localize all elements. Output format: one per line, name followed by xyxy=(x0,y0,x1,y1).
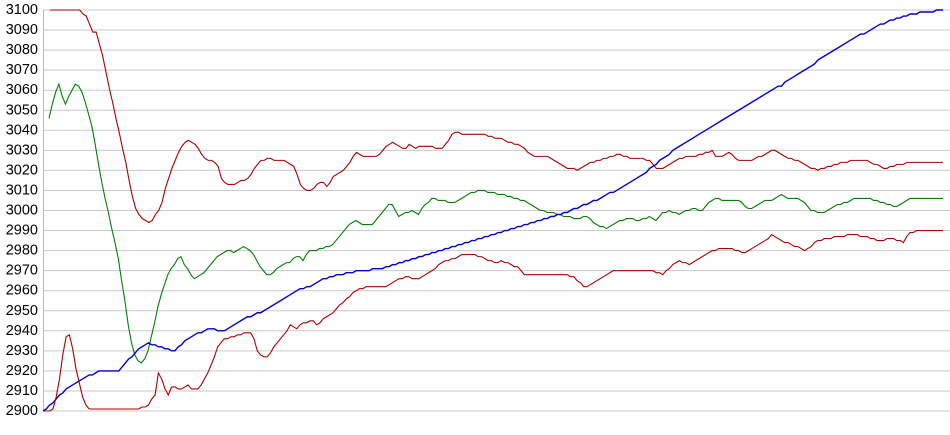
svg-text:3000: 3000 xyxy=(6,203,38,219)
svg-text:3050: 3050 xyxy=(6,102,38,118)
svg-text:2920: 2920 xyxy=(6,363,38,379)
svg-text:3030: 3030 xyxy=(6,142,38,158)
svg-text:2990: 2990 xyxy=(6,223,38,239)
svg-text:2970: 2970 xyxy=(6,263,38,279)
svg-text:2960: 2960 xyxy=(6,283,38,299)
svg-text:3100: 3100 xyxy=(6,2,38,18)
svg-text:3040: 3040 xyxy=(6,122,38,138)
svg-text:3080: 3080 xyxy=(6,42,38,58)
svg-text:3010: 3010 xyxy=(6,182,38,198)
svg-text:2980: 2980 xyxy=(6,243,38,259)
svg-text:2910: 2910 xyxy=(6,383,38,399)
svg-text:3060: 3060 xyxy=(6,82,38,98)
svg-text:2900: 2900 xyxy=(6,403,38,419)
svg-text:2930: 2930 xyxy=(6,343,38,359)
svg-text:3070: 3070 xyxy=(6,62,38,78)
svg-text:3020: 3020 xyxy=(6,162,38,178)
svg-text:2950: 2950 xyxy=(6,303,38,319)
svg-text:3090: 3090 xyxy=(6,22,38,38)
svg-text:2940: 2940 xyxy=(6,323,38,339)
